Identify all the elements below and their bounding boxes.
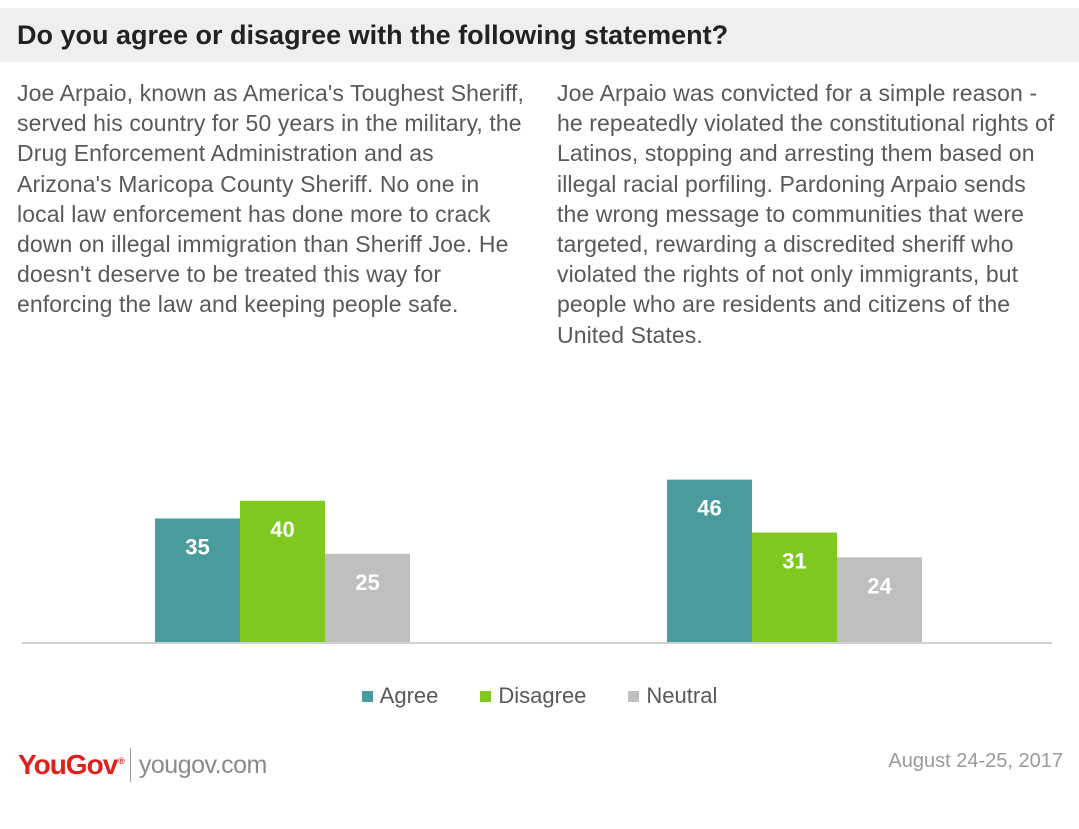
legend-swatch-disagree	[480, 690, 492, 702]
statement-right: Joe Arpaio was convicted for a simple re…	[557, 80, 1055, 348]
yougov-logo: YouGov® yougov.com	[18, 748, 267, 782]
legend-label-disagree: Disagree	[498, 683, 587, 708]
legend: Agree Disagree Neutral	[0, 683, 1079, 709]
bar-agree-group-2	[667, 479, 752, 642]
statement-left: Joe Arpaio, known as America's Toughest …	[17, 80, 524, 318]
bar-disagree-group-2	[752, 532, 837, 642]
bar-disagree-group-1	[240, 500, 325, 642]
data-label-disagree-group-2: 31	[782, 549, 806, 574]
data-label-neutral-group-1: 25	[355, 570, 379, 595]
bar-chart: 35 40 25 46 31 24	[22, 479, 1052, 644]
legend-swatch-neutral	[628, 690, 640, 702]
data-label-neutral-group-2: 24	[867, 573, 892, 598]
bar-agree-group-1	[155, 518, 240, 642]
logo-url: yougov.com	[138, 750, 267, 779]
legend-label-agree: Agree	[379, 683, 439, 708]
page-title: Do you agree or disagree with the follow…	[17, 20, 729, 50]
bar-neutral-group-2	[837, 557, 922, 642]
survey-date: August 24-25, 2017	[888, 750, 1063, 772]
legend-swatch-agree	[361, 690, 373, 702]
logo-registered-mark: ®	[118, 755, 125, 766]
data-label-agree-group-2: 46	[697, 496, 721, 521]
legend-item-agree: Agree	[361, 683, 439, 709]
logo-divider	[129, 748, 131, 782]
logo-text: YouGov	[18, 749, 118, 780]
logo-wordmark: YouGov®	[18, 749, 125, 781]
legend-item-neutral: Neutral	[628, 683, 717, 709]
data-label-disagree-group-1: 40	[270, 517, 294, 542]
legend-item-disagree: Disagree	[480, 683, 586, 709]
bar-neutral-group-1	[325, 553, 410, 642]
header-bar: Do you agree or disagree with the follow…	[0, 8, 1079, 62]
legend-label-neutral: Neutral	[646, 683, 718, 708]
data-label-agree-group-1: 35	[185, 534, 209, 559]
